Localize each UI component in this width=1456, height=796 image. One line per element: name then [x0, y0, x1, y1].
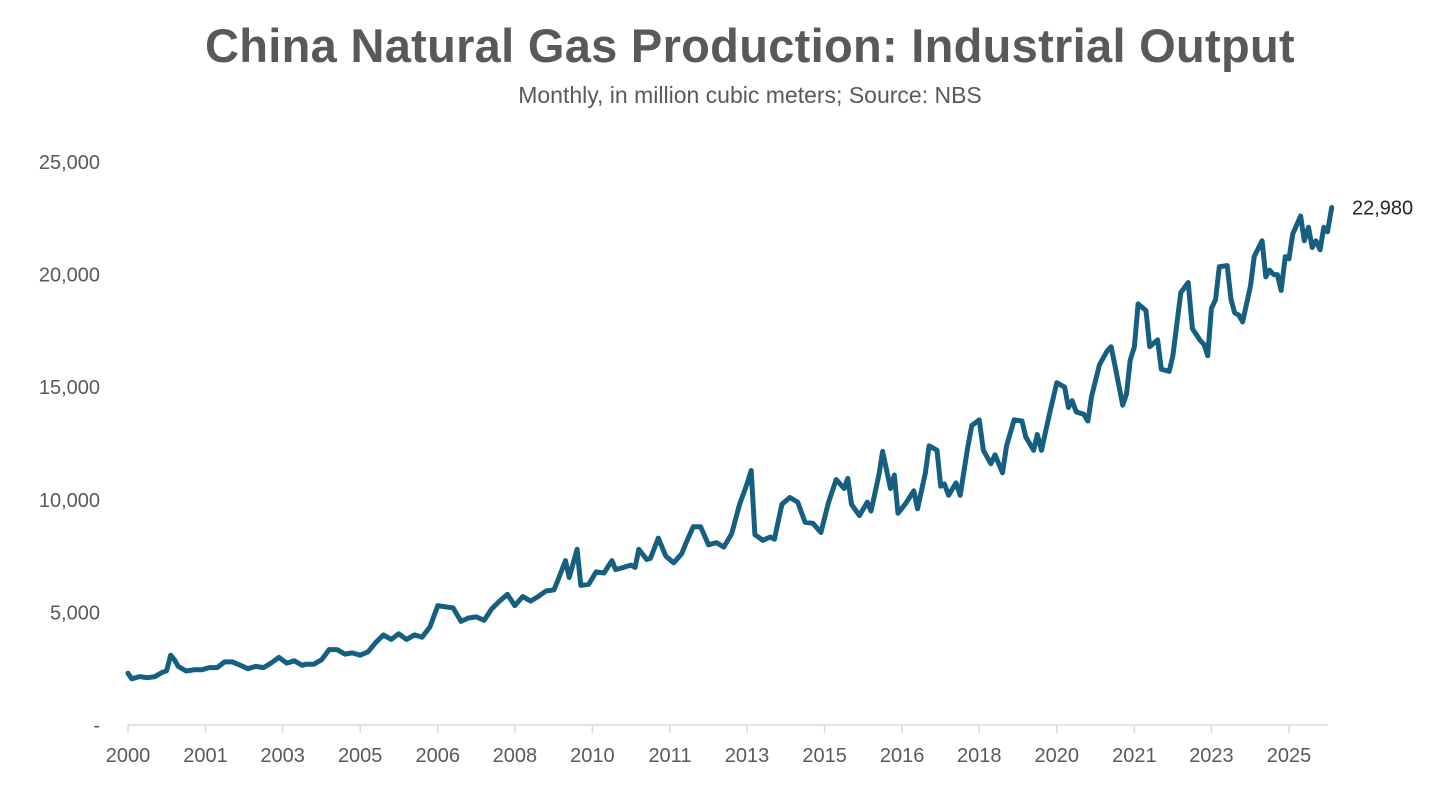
x-tick-label: 2001	[183, 745, 228, 767]
x-tick-label: 2011	[648, 745, 691, 767]
y-tick-label: 25,000	[39, 152, 100, 174]
y-tick-label: 20,000	[39, 265, 100, 287]
y-tick-label: 15,000	[39, 377, 100, 399]
x-tick-label: 2000	[106, 745, 151, 767]
y-tick-label: -	[93, 715, 100, 737]
x-tick-label: 2003	[260, 745, 305, 767]
x-tick-label: 2006	[416, 745, 461, 767]
end-value-label: 22,980	[1352, 197, 1413, 219]
x-tick-label: 2018	[957, 745, 1002, 767]
x-tick-label: 2015	[802, 745, 847, 767]
chart-subtitle: Monthly, in million cubic meters; Source…	[518, 82, 982, 108]
x-tick-label: 2008	[493, 745, 538, 767]
y-tick-label: 10,000	[39, 490, 100, 512]
x-tick-label: 2021	[1112, 745, 1157, 767]
x-tick-label: 2020	[1035, 745, 1080, 767]
chart-title: China Natural Gas Production: Industrial…	[205, 19, 1295, 72]
x-axis: 2000 2001 2003 2005 2006 2008 2010 2011 2013 2015…	[106, 724, 1328, 767]
series-line	[125, 205, 1335, 682]
x-tick-label: 2025	[1267, 745, 1312, 767]
plot-area: 22,980	[125, 197, 1413, 682]
y-tick-label: 5,000	[50, 602, 100, 624]
x-tick-label: 2013	[725, 745, 770, 767]
x-tick-label: 2010	[570, 745, 615, 767]
x-tick-label: 2023	[1189, 745, 1234, 767]
y-axis: - 5,000 10,000 15,000 20,000 25,000	[39, 152, 100, 737]
x-tick-label: 2005	[338, 745, 383, 767]
x-tick-label: 2016	[880, 745, 925, 767]
